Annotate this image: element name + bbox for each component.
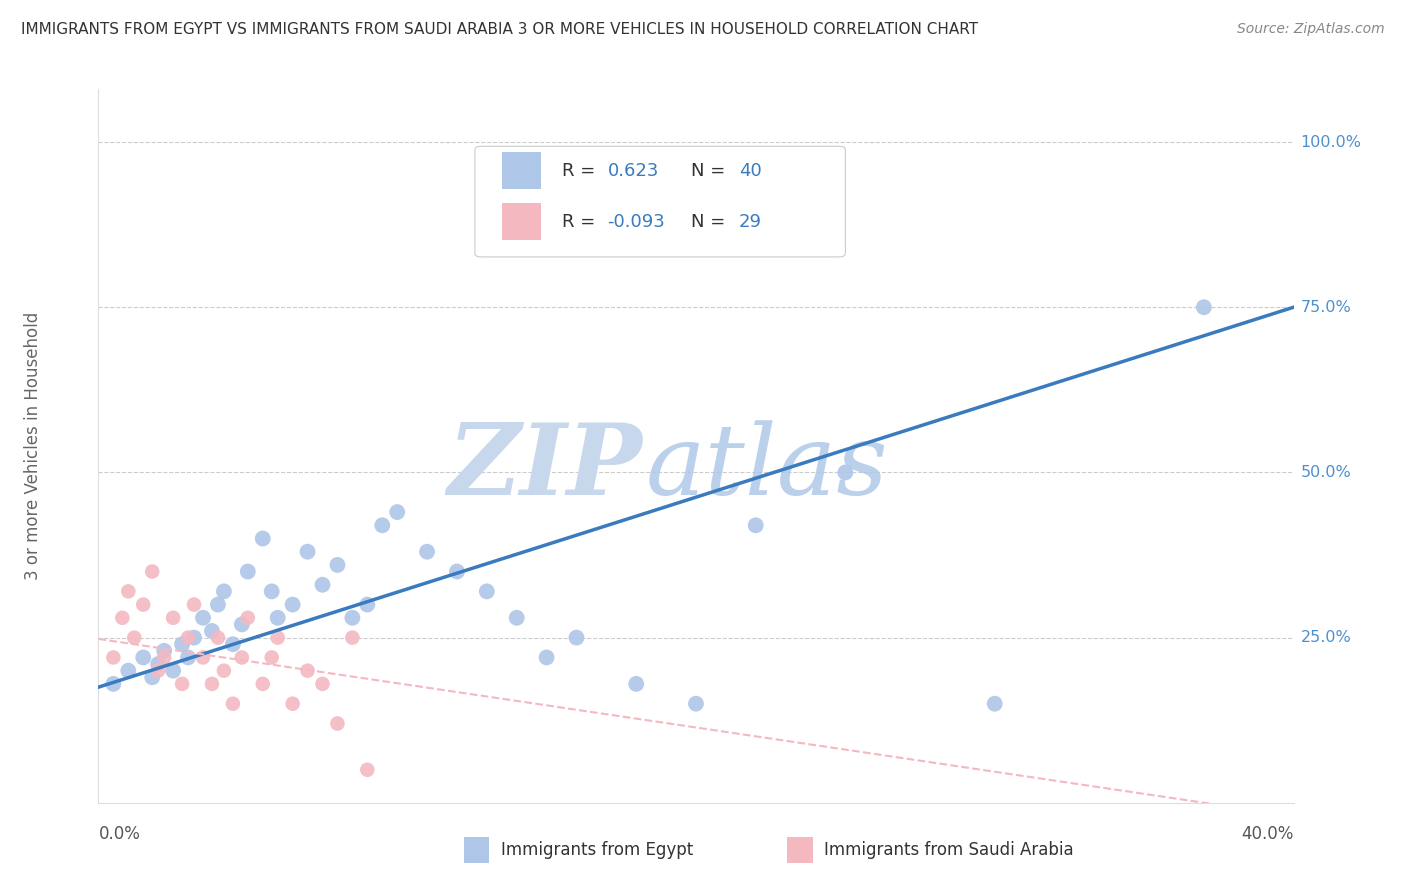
Point xyxy=(207,631,229,645)
Point xyxy=(222,637,245,651)
Point xyxy=(124,631,146,645)
Point xyxy=(834,466,856,480)
Point xyxy=(385,505,409,519)
Point xyxy=(231,617,253,632)
Point xyxy=(356,598,378,612)
Point xyxy=(132,650,155,665)
Point xyxy=(141,565,163,579)
Point xyxy=(416,545,439,559)
Point xyxy=(172,637,194,651)
Point xyxy=(236,611,259,625)
Point xyxy=(111,611,134,625)
Point xyxy=(141,670,163,684)
Point xyxy=(297,545,319,559)
Point xyxy=(132,598,155,612)
Text: IMMIGRANTS FROM EGYPT VS IMMIGRANTS FROM SAUDI ARABIA 3 OR MORE VEHICLES IN HOUS: IMMIGRANTS FROM EGYPT VS IMMIGRANTS FROM… xyxy=(21,22,979,37)
Point xyxy=(356,763,378,777)
Point xyxy=(231,650,253,665)
Text: 29: 29 xyxy=(740,213,762,231)
Point xyxy=(103,677,125,691)
Point xyxy=(267,611,290,625)
Point xyxy=(475,584,498,599)
Point xyxy=(371,518,394,533)
Point xyxy=(260,584,283,599)
Point xyxy=(326,558,349,572)
Text: 25.0%: 25.0% xyxy=(1301,630,1351,645)
Point xyxy=(153,650,176,665)
Point xyxy=(117,584,139,599)
Point xyxy=(212,584,235,599)
Text: -0.093: -0.093 xyxy=(607,213,665,231)
Point xyxy=(222,697,245,711)
Text: R =: R = xyxy=(562,161,602,179)
Point xyxy=(260,650,283,665)
Point xyxy=(536,650,558,665)
Text: atlas: atlas xyxy=(645,420,889,515)
Point xyxy=(297,664,319,678)
Text: 40.0%: 40.0% xyxy=(1241,825,1294,843)
Point xyxy=(685,697,707,711)
Point xyxy=(201,677,224,691)
Text: 50.0%: 50.0% xyxy=(1301,465,1351,480)
Point xyxy=(148,657,170,671)
Text: 100.0%: 100.0% xyxy=(1301,135,1361,150)
Point xyxy=(446,565,468,579)
Point xyxy=(252,677,274,691)
Point xyxy=(745,518,768,533)
Point xyxy=(252,532,274,546)
Point xyxy=(103,650,125,665)
FancyBboxPatch shape xyxy=(475,146,845,257)
Text: 0.0%: 0.0% xyxy=(98,825,141,843)
Point xyxy=(267,631,290,645)
Point xyxy=(624,677,647,691)
Point xyxy=(191,611,214,625)
Point xyxy=(1192,300,1215,314)
Text: ZIP: ZIP xyxy=(447,419,643,516)
Point xyxy=(983,697,1005,711)
FancyBboxPatch shape xyxy=(502,203,540,241)
Point xyxy=(311,677,333,691)
Point xyxy=(162,611,184,625)
Point xyxy=(311,578,333,592)
Point xyxy=(172,677,194,691)
Point xyxy=(148,664,170,678)
Point xyxy=(326,716,349,731)
Point xyxy=(281,598,304,612)
Point xyxy=(162,664,184,678)
Point xyxy=(342,631,364,645)
Text: R =: R = xyxy=(562,213,602,231)
Text: 40: 40 xyxy=(740,161,762,179)
Point xyxy=(565,631,588,645)
Point xyxy=(117,664,139,678)
Point xyxy=(153,644,176,658)
Point xyxy=(201,624,224,638)
Text: Immigrants from Egypt: Immigrants from Egypt xyxy=(501,841,693,859)
Point xyxy=(342,611,364,625)
Text: 3 or more Vehicles in Household: 3 or more Vehicles in Household xyxy=(24,312,42,580)
Point xyxy=(183,631,205,645)
Point xyxy=(236,565,259,579)
Text: Immigrants from Saudi Arabia: Immigrants from Saudi Arabia xyxy=(824,841,1074,859)
Point xyxy=(207,598,229,612)
FancyBboxPatch shape xyxy=(502,152,540,189)
Point xyxy=(281,697,304,711)
Text: Source: ZipAtlas.com: Source: ZipAtlas.com xyxy=(1237,22,1385,37)
Point xyxy=(183,598,205,612)
Text: 75.0%: 75.0% xyxy=(1301,300,1351,315)
Text: N =: N = xyxy=(692,161,731,179)
Point xyxy=(191,650,214,665)
Point xyxy=(177,631,200,645)
Point xyxy=(177,650,200,665)
Point xyxy=(212,664,235,678)
Point xyxy=(506,611,529,625)
Text: N =: N = xyxy=(692,213,731,231)
Text: 0.623: 0.623 xyxy=(607,161,659,179)
